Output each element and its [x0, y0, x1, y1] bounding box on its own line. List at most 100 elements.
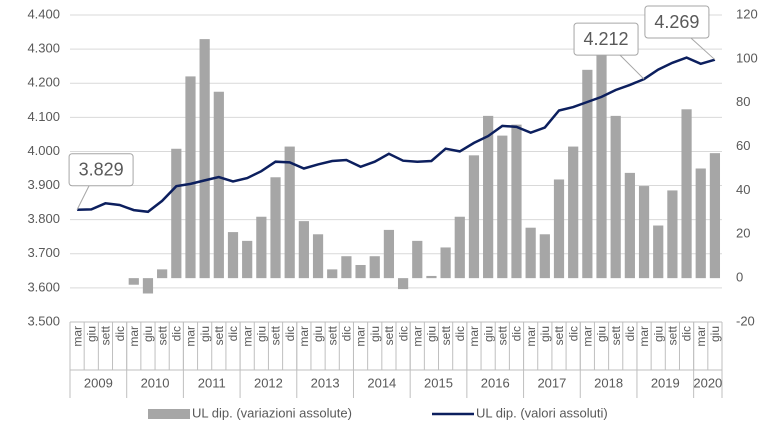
bar	[185, 76, 196, 279]
bar	[497, 135, 508, 279]
bar	[568, 146, 579, 279]
year-label: 2009	[84, 375, 113, 390]
data-label: 4.269	[654, 12, 699, 32]
bar	[397, 278, 409, 290]
x-tick-label: giu	[311, 326, 325, 342]
bar	[681, 109, 692, 279]
bar	[582, 69, 593, 279]
y-tick-label: 3.700	[27, 245, 60, 260]
x-tick-label: sett	[325, 325, 339, 345]
bar	[256, 216, 267, 279]
year-label: 2014	[367, 375, 396, 390]
year-label: 2015	[424, 375, 453, 390]
x-tick-label: giu	[651, 326, 665, 342]
year-label: 2020	[693, 375, 722, 390]
x-tick-label: giu	[595, 326, 609, 342]
bar	[142, 278, 154, 294]
y-tick-label: 4.200	[27, 75, 60, 90]
y-tick-label: 4.000	[27, 143, 60, 158]
year-label: 2018	[594, 375, 623, 390]
x-tick-label: mar	[354, 326, 368, 347]
year-label: 2010	[141, 375, 170, 390]
bar	[483, 115, 494, 279]
bar	[426, 275, 437, 279]
bar	[383, 229, 395, 279]
legend-swatch	[148, 409, 190, 419]
bar	[128, 278, 139, 285]
x-tick-label: dic	[396, 326, 410, 341]
y2-tick-label: 60	[736, 138, 750, 153]
bar	[440, 247, 451, 279]
x-tick-label: mar	[637, 326, 651, 347]
bar	[539, 234, 550, 279]
x-tick-label: mar	[524, 326, 538, 347]
y-tick-label: 3.500	[27, 313, 60, 328]
annotation-box	[68, 153, 134, 187]
bar	[355, 264, 366, 279]
x-tick-label: mar	[70, 326, 84, 347]
bar	[171, 148, 182, 279]
y-tick-label: 3.900	[27, 177, 60, 192]
x-tick-label: sett	[269, 325, 283, 345]
line	[77, 56, 716, 214]
x-tick-label: sett	[666, 325, 680, 345]
x-tick-label: giu	[255, 326, 269, 342]
x-tick-label: giu	[538, 326, 552, 342]
y2-tick-label: 20	[736, 226, 750, 241]
x-tick-label: giu	[368, 326, 382, 342]
x-tick-label: mar	[694, 326, 708, 347]
bar	[667, 190, 678, 279]
x-tick-label: sett	[99, 325, 113, 345]
bar	[610, 115, 621, 279]
bar	[298, 221, 309, 279]
x-tick-label: dic	[510, 326, 524, 341]
y-tick-label: 3.600	[27, 279, 60, 294]
bar	[596, 43, 607, 279]
x-tick-label: mar	[240, 326, 254, 347]
bar	[369, 256, 380, 279]
x-tick-label: mar	[467, 326, 481, 347]
x-tick-label: sett	[495, 325, 509, 345]
bar	[284, 146, 295, 279]
bar	[227, 232, 239, 279]
bar	[454, 216, 465, 279]
y-tick-label: 3.800	[27, 211, 60, 226]
y-tick-label: 4.400	[27, 6, 60, 21]
x-tick-label: sett	[155, 325, 169, 345]
bar	[638, 186, 650, 279]
x-tick-label: dic	[169, 326, 183, 341]
bar	[653, 225, 664, 279]
y2-tick-label: 0	[736, 270, 743, 285]
x-tick-label: dic	[226, 326, 240, 341]
y-tick-label: 4.100	[27, 109, 60, 124]
annotation-leader	[619, 54, 645, 80]
x-tick-label: dic	[566, 326, 580, 341]
x-tick-label: mar	[410, 326, 424, 347]
legend-label: UL dip. (variazioni assolute)	[192, 405, 352, 420]
y2-tick-label: 40	[736, 182, 750, 197]
bar	[157, 269, 168, 279]
x-tick-label: giu	[425, 326, 439, 342]
year-label: 2011	[198, 375, 226, 390]
x-tick-label: sett	[552, 325, 566, 345]
bar	[327, 269, 338, 279]
y2-tick-label: 80	[736, 94, 750, 109]
x-tick-label: giu	[141, 326, 155, 342]
legend-label: UL dip. (valori assoluti)	[476, 405, 608, 420]
x-tick-label: sett	[439, 325, 453, 345]
x-tick-label: dic	[340, 326, 354, 341]
bar	[695, 168, 706, 279]
data-label: 4.212	[584, 29, 629, 49]
y2-tick-label: 100	[736, 50, 758, 65]
annotation-leader	[76, 185, 90, 210]
x-tick-label: mar	[581, 326, 595, 347]
bar	[412, 240, 423, 279]
x-tick-label: dic	[113, 326, 127, 341]
bar	[213, 91, 224, 279]
annotation-box	[644, 5, 710, 39]
annotation-leader	[690, 37, 716, 61]
year-label: 2017	[537, 375, 566, 390]
y2-tick-label: 120	[736, 6, 758, 21]
bar	[242, 240, 253, 279]
